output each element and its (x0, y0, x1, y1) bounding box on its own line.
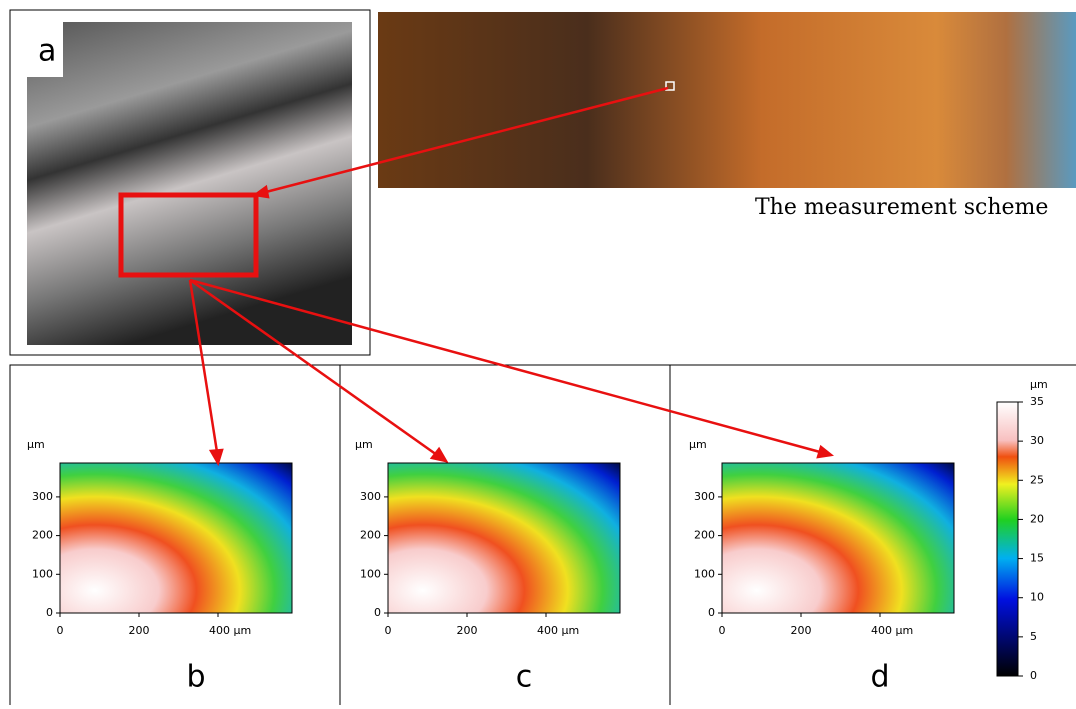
plot-frame (59, 462, 293, 614)
height-map (722, 463, 954, 613)
x-tick-label: 200 (457, 624, 478, 637)
height-map (60, 463, 292, 613)
x-tick-label: 0 (719, 624, 726, 637)
spot (665, 81, 675, 91)
y-tick-label: 0 (374, 606, 381, 619)
axis-unit: µm (689, 438, 707, 451)
x-tick-label: 0 (385, 624, 392, 637)
panel-label: c (516, 660, 533, 695)
panel-label: a (38, 34, 56, 69)
colorbar-tick-label: 35 (1030, 395, 1044, 408)
x-tick-label: 400 µm (209, 624, 251, 637)
y-tick-label: 200 (32, 529, 53, 542)
colorbar-tick-label: 10 (1030, 591, 1044, 604)
x-tick-label: 200 (129, 624, 150, 637)
height-map (388, 463, 620, 613)
y-tick-label: 0 (46, 606, 53, 619)
arrows (188, 86, 835, 467)
colorbar-unit: µm (1030, 378, 1048, 391)
panel-a-frame (9, 9, 371, 356)
colorbar-tick-label: 15 (1030, 552, 1044, 565)
sample-photo (378, 12, 1076, 188)
y-tick-label: 300 (694, 490, 715, 503)
colorbar-tick-label: 0 (1030, 669, 1037, 682)
y-tick-label: 100 (360, 567, 381, 580)
panel-frames (9, 364, 1076, 705)
colorbar (996, 401, 1019, 677)
colorbar-tick-label: 25 (1030, 473, 1044, 486)
panel-label: b (186, 660, 205, 695)
colorbar-tick-label: 5 (1030, 630, 1037, 643)
label-box (27, 22, 63, 77)
y-tick-label: 100 (694, 567, 715, 580)
colorbar-tick-label: 30 (1030, 434, 1044, 447)
y-tick-label: 300 (32, 490, 53, 503)
y-tick-label: 300 (360, 490, 381, 503)
y-tick-label: 200 (694, 529, 715, 542)
axis-unit: µm (355, 438, 373, 451)
x-tick-label: 200 (791, 624, 812, 637)
axis-unit: µm (27, 438, 45, 451)
panel-label: d (870, 660, 889, 695)
x-tick-label: 0 (57, 624, 64, 637)
y-tick-label: 200 (360, 529, 381, 542)
x-tick-label: 400 µm (871, 624, 913, 637)
selection (118, 192, 259, 278)
plot-frame (387, 462, 621, 614)
caption: The measurement scheme (755, 195, 1048, 220)
y-tick-label: 100 (32, 567, 53, 580)
colorbar-tick-label: 20 (1030, 512, 1044, 525)
plot-frame (721, 462, 955, 614)
y-tick-label: 0 (708, 606, 715, 619)
x-tick-label: 400 µm (537, 624, 579, 637)
